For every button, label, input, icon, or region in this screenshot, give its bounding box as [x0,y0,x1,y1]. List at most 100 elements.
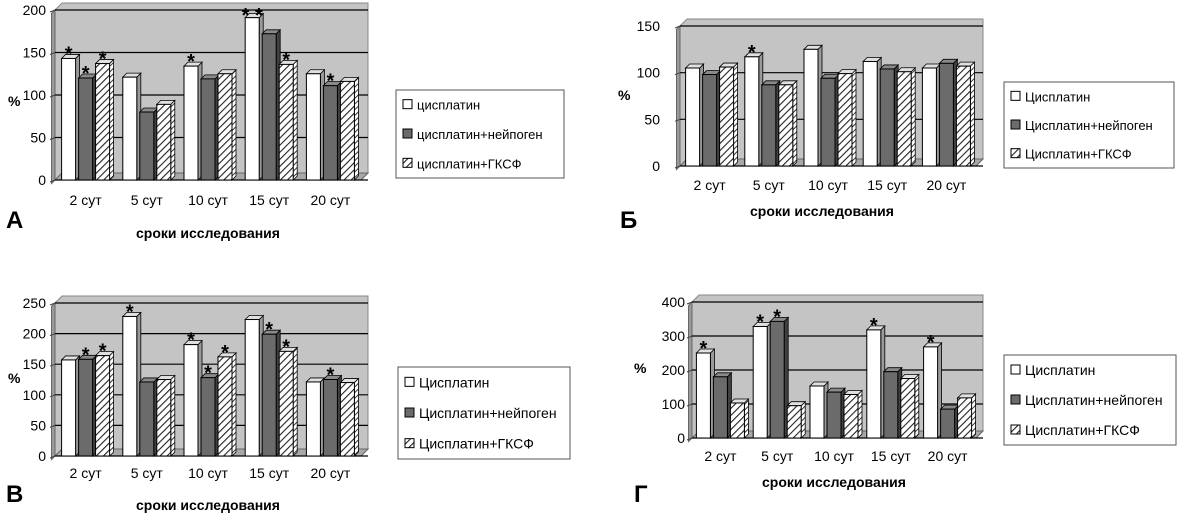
bar-2-1 [712,371,733,439]
bar-2-3 [200,73,220,181]
bar-front-face [78,358,94,457]
legend-entry-1: Цисплатин [419,374,489,390]
legend: Цисплатин Цисплатин+нейпоген Цисплатин+ГКС… [397,366,571,460]
bar-3-3 [217,68,237,181]
y-tick-mark [49,455,56,459]
x-axis-title: сроки исследования [136,225,280,241]
x-tick-label: 10 сут [808,177,848,193]
bar-front-face [695,352,711,439]
bar-side-face [231,351,237,457]
bar-front-face [278,63,294,181]
bar-front-face [940,408,956,439]
plot-side-wall [676,24,681,171]
bar-1-5 [305,376,326,457]
plot-side-wall [51,8,56,185]
bar-2-2 [760,79,781,167]
bar-2-4 [879,63,900,167]
x-tick-label: 20 сут [310,465,350,481]
y-tick-label: 100 [23,387,47,403]
significance-star: * [282,49,290,71]
x-tick-label: 20 сут [926,177,966,193]
bar-3-5 [955,61,976,167]
bar-front-face [217,73,233,181]
bar-2-2 [138,107,159,181]
bar-front-face [896,71,912,167]
legend-swatch-2-icon [402,128,413,139]
significance-star: * [870,315,878,337]
bar-1-3 [183,339,203,457]
bar-1-4 [862,56,883,167]
legend-swatch-1-icon [404,376,415,387]
y-tick-mark [49,394,56,398]
bar-2-4 [261,329,282,457]
y-tick-label: 0 [652,158,660,174]
x-tick-label: 2 сут [70,465,103,481]
bar-1-5 [921,63,942,167]
bar-front-face [866,329,882,439]
y-tick-mark [674,72,681,76]
legend-entry-2: Цисплатин+нейпоген [419,405,557,421]
x-tick-label: 10 сут [188,465,228,481]
bar-3-4 [278,346,299,457]
legend: Цисплатин Цисплатин+нейпоген Цисплатин+ГКС… [1003,81,1175,169]
bar-2-4 [261,28,282,181]
significance-star: * [99,49,107,71]
bar-front-face [685,67,701,167]
bar-front-face [61,359,77,457]
y-tick-mark [674,165,681,169]
bar-front-face [156,103,172,181]
bar-2-1 [77,73,98,181]
bar-front-face [820,77,836,167]
bar-side-face [170,374,176,457]
bar-3-4 [896,66,917,167]
y-tick-label: 150 [23,45,47,61]
significance-star: * [265,319,273,341]
bar-2-5 [322,374,343,457]
legend-entry-3: цисплатин+ГКСФ [417,156,522,171]
significance-star: * [327,365,335,387]
bar-1-1 [695,348,716,439]
bar-side-face [914,373,920,439]
x-tick-label: 5 сут [761,448,794,464]
bar-front-face [322,379,338,457]
bar-3-1 [94,58,115,181]
significance-star: * [327,71,335,93]
bar-front-face [761,84,777,167]
bar-front-face [61,57,77,181]
x-tick-label: 10 сут [188,192,228,208]
bar-front-face [786,405,802,439]
bar-front-face [200,78,216,181]
legend-entry-3: Цисплатин+ГКСФ [1025,422,1140,438]
significance-star: * [748,42,756,64]
significance-star: * [65,43,73,65]
x-tick-label: 5 сут [753,177,786,193]
legend-box [395,89,565,179]
bar-front-face [719,66,735,167]
significance-star: * [773,306,781,328]
y-tick-label: 100 [662,396,686,412]
bar-3-3 [837,68,857,167]
bar-2-3 [826,387,846,439]
y-tick-mark [674,25,681,29]
bar-front-face [122,315,138,457]
bar-front-face [843,393,859,439]
x-axis-title: сроки исследования [762,474,906,490]
bar-front-face [729,402,745,439]
bar-side-face [231,68,237,181]
bar-3-4 [278,59,299,181]
legend-box [397,366,571,460]
bar-1-4 [865,324,886,439]
significance-star: * [204,363,212,385]
legend-box [1003,81,1175,169]
x-tick-label: 15 сут [249,192,289,208]
bar-3-1 [94,350,115,457]
bar-front-face [183,65,199,181]
bar-1-1 [60,354,81,457]
bar-front-face [702,74,718,167]
y-tick-label: 200 [662,362,686,378]
bar-front-face [261,33,277,181]
bar-side-face [292,59,298,181]
panel-label: Г [634,481,648,508]
legend-swatch-1-icon [1010,364,1021,375]
y-axis-label: % [8,93,21,109]
